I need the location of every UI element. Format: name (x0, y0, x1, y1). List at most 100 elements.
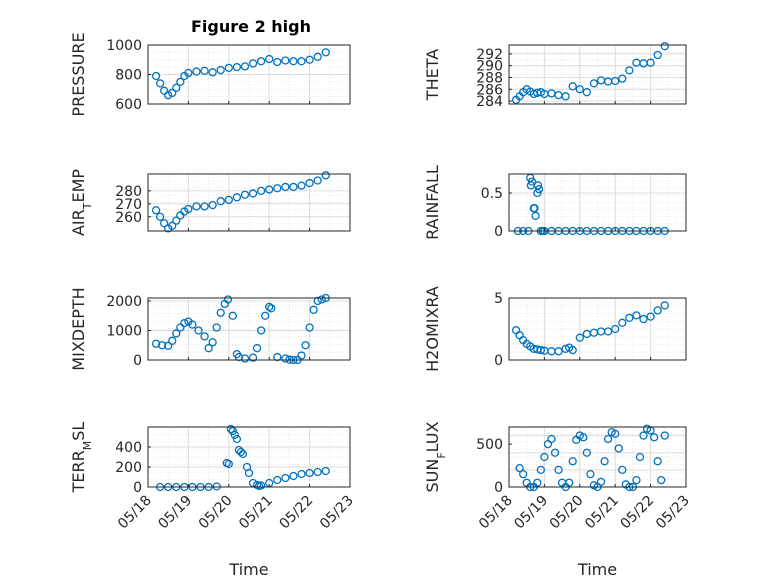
data-point (265, 185, 274, 194)
y-axis-label: AIRTEMP (69, 169, 94, 236)
y-tick-label: 260 (115, 210, 142, 226)
y-axis-label: SUNFLUX (423, 421, 448, 492)
data-point (611, 324, 620, 334)
data-point (646, 58, 655, 67)
data-point (657, 475, 666, 485)
data-point (297, 181, 306, 190)
data-point (157, 341, 167, 350)
data-point (155, 79, 165, 88)
y-tick-label: 0 (494, 353, 503, 369)
y-axis-label: TERRMSL (69, 422, 94, 494)
panel-rainfall: 0 0.5 RAINFALL (423, 165, 687, 240)
data-point (536, 465, 546, 475)
axes-box (147, 426, 351, 488)
x-tick-label: 05/23 (653, 493, 693, 533)
data-point (168, 221, 177, 230)
data-point (301, 341, 310, 350)
data-point (265, 54, 274, 64)
panel-pressure: 600 800 1000 PRESSURE (69, 32, 351, 117)
data-point (164, 341, 173, 350)
data-point (618, 74, 627, 83)
x-tick-label: 05/21 (236, 493, 276, 533)
data-point (248, 353, 258, 362)
x-tick-label: 05/18 (115, 493, 155, 533)
y-tick-label: 500 (476, 437, 503, 453)
data-point (232, 434, 242, 444)
data-point (313, 467, 322, 477)
y-axis-label: PRESSURE (69, 32, 88, 116)
data-point (281, 354, 290, 363)
data-point (611, 76, 620, 86)
data-point (273, 475, 282, 485)
x-tick-label: 05/22 (277, 493, 317, 533)
data-point (305, 323, 314, 332)
data-point (653, 50, 662, 60)
axes-box (508, 44, 687, 105)
data-point (646, 312, 655, 321)
data-point (625, 313, 634, 322)
y-tick-label: 290 (476, 59, 503, 75)
data-point (618, 318, 627, 327)
data-point (256, 57, 266, 66)
data-point (208, 68, 217, 77)
axes-box (508, 426, 687, 488)
data-point (228, 311, 237, 320)
data-point (208, 338, 217, 347)
y-tick-label: 0 (133, 480, 142, 496)
data-point (151, 71, 161, 81)
y-axis-label: RAINFALL (423, 165, 442, 240)
data-point (297, 351, 306, 360)
data-point (273, 352, 282, 362)
data-point (533, 181, 543, 190)
data-point (309, 305, 318, 314)
data-point (313, 176, 322, 185)
data-point (281, 473, 290, 483)
data-point (256, 326, 266, 335)
y-tick-label: 1000 (106, 38, 142, 54)
data-point (540, 452, 549, 462)
data-point (603, 327, 613, 336)
data-point (216, 65, 225, 75)
data-point (639, 431, 648, 440)
axes-box (508, 173, 687, 232)
data-point (618, 465, 627, 475)
y-tick-label: 0 (494, 480, 503, 496)
data-point (660, 301, 669, 310)
data-point (267, 304, 276, 313)
data-point (579, 433, 588, 442)
data-point (226, 424, 235, 434)
data-point (600, 457, 609, 466)
data-point (261, 311, 270, 320)
data-point (256, 186, 266, 195)
data-point (180, 318, 189, 328)
data-point (297, 469, 306, 479)
y-tick-label: 288 (476, 70, 503, 86)
data-point (188, 320, 197, 329)
data-point (224, 459, 233, 469)
data-point (565, 478, 574, 487)
data-point (281, 182, 290, 192)
data-point (240, 62, 250, 71)
data-point (321, 48, 330, 57)
data-point (240, 354, 250, 363)
x-axis-label: Time (228, 560, 268, 579)
data-point (234, 352, 244, 362)
data-point (603, 434, 613, 444)
data-point (313, 296, 322, 306)
x-tick-label: 05/22 (618, 493, 658, 533)
data-point (321, 171, 330, 180)
data-point (244, 468, 254, 478)
x-tick-label: 05/23 (317, 493, 357, 533)
data-point (533, 478, 542, 487)
x-tick-label: 05/21 (582, 493, 622, 533)
data-point (248, 59, 258, 68)
data-point (547, 434, 556, 444)
data-point (238, 449, 248, 459)
data-point (273, 184, 282, 193)
x-axis-label: Time (577, 560, 617, 579)
y-tick-label: 0 (133, 353, 142, 369)
data-point (216, 197, 225, 206)
